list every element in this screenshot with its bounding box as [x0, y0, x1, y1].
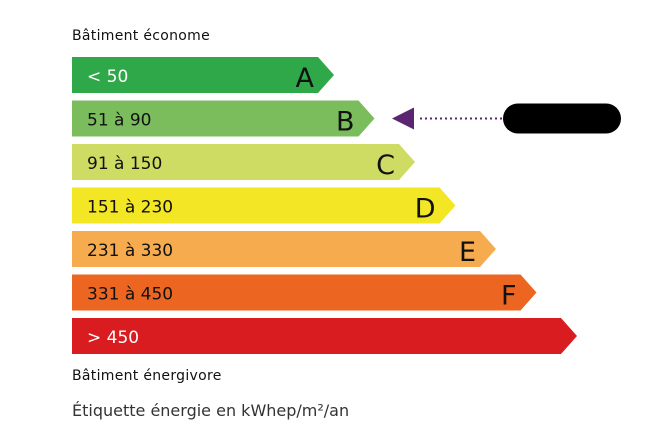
energy-bar-f — [72, 274, 537, 311]
bar-range-label: 151 à 230 — [87, 198, 173, 218]
bar-range-label: 331 à 450 — [87, 285, 173, 305]
energy-bar-d — [72, 187, 456, 224]
top-label: Bâtiment économe — [72, 28, 210, 44]
footer-caption: Étiquette énergie en kWhep/m²/an — [72, 401, 350, 420]
energy-bar-c — [72, 144, 415, 180]
indicator-arrow-icon — [392, 107, 414, 130]
bar-range-label: < 50 — [87, 67, 128, 87]
energy-bar-b — [72, 100, 375, 137]
bar-class-letter: F — [501, 281, 517, 312]
bar-class-letter: C — [376, 150, 395, 181]
bar-class-letter: B — [336, 107, 355, 138]
energy-bar-e — [72, 231, 496, 267]
bar-range-label: 231 à 330 — [87, 241, 173, 261]
bar-class-letter: A — [296, 63, 315, 94]
bar-class-letter: E — [459, 237, 476, 268]
bar-range-label: 91 à 150 — [87, 154, 162, 174]
bar-class-letter: D — [415, 194, 436, 225]
bar-range-label: 51 à 90 — [87, 111, 152, 131]
bottom-label: Bâtiment énergivore — [72, 368, 222, 384]
redacted-value — [503, 103, 621, 134]
bar-range-label: > 450 — [87, 328, 139, 348]
energy-bar-g — [72, 318, 577, 354]
energy-bar-a — [72, 57, 334, 93]
